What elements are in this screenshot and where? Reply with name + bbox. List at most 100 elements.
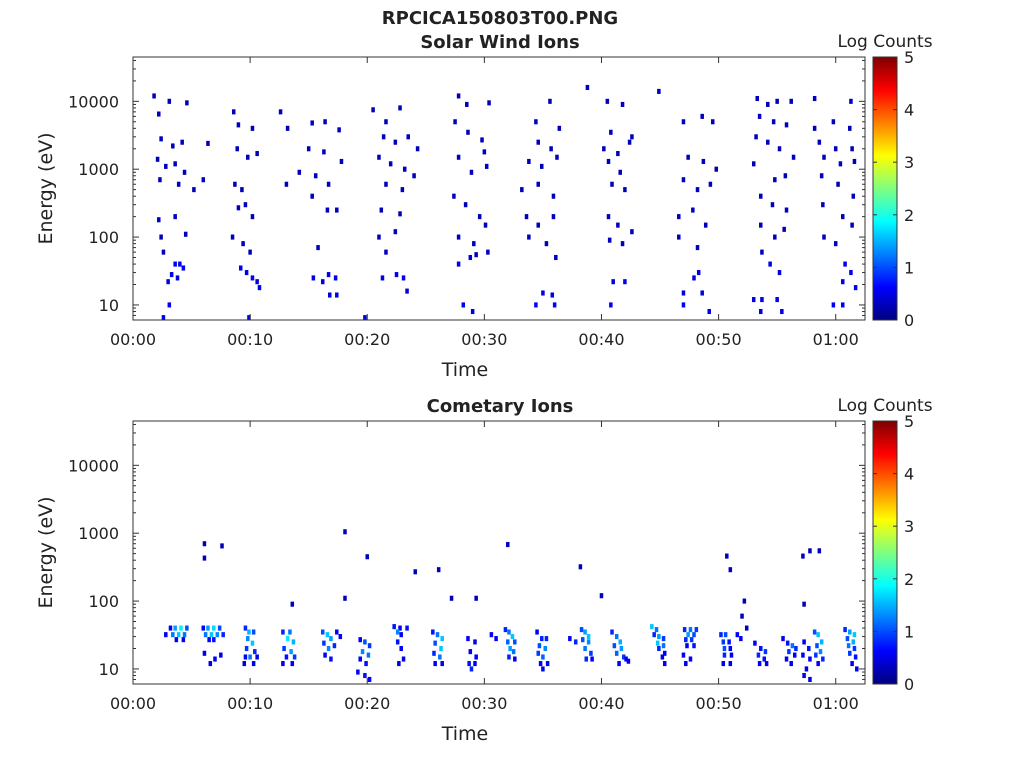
y-axis-label: Energy (eV) xyxy=(35,132,57,244)
spectrogram-cell xyxy=(586,639,591,645)
spectrogram-cell xyxy=(255,151,259,157)
spectrogram-cell xyxy=(255,654,259,660)
spectrogram-cell xyxy=(167,98,172,104)
spectrogram-cell xyxy=(609,129,613,135)
spectrogram-cell xyxy=(171,143,175,149)
spectrogram-cell xyxy=(838,161,843,167)
spectrogram-cell xyxy=(555,154,559,160)
spectrogram-cell xyxy=(618,639,622,645)
panel-title: Solar Wind Ions xyxy=(420,32,579,53)
plot-area xyxy=(133,57,865,320)
spectrogram-cell xyxy=(850,146,854,152)
spectrogram-cell xyxy=(520,187,524,193)
spectrogram-cell xyxy=(682,627,687,633)
spectrogram-cell xyxy=(480,137,484,143)
spectrogram-cell xyxy=(781,636,785,642)
spectrogram-cell xyxy=(814,652,818,658)
spectrogram-cell xyxy=(406,134,410,140)
spectrogram-cell xyxy=(840,302,845,308)
spectrogram-cell xyxy=(579,627,584,633)
spectrogram-cell xyxy=(220,543,224,549)
spectrogram-cell xyxy=(166,279,170,285)
spectrogram-cell xyxy=(401,275,406,281)
spectrogram-cell xyxy=(284,654,289,660)
spectrogram-cell xyxy=(833,146,838,152)
spectrogram-cell xyxy=(689,637,694,643)
spectrogram-cell xyxy=(723,632,728,638)
spectrogram-cell xyxy=(469,169,474,175)
spectrogram-cell xyxy=(173,261,177,267)
spectrogram-cell xyxy=(616,222,620,228)
spectrogram-cell xyxy=(212,637,216,643)
spectrogram-cell xyxy=(681,119,686,125)
spectrogram-cell xyxy=(708,181,713,187)
x-tick-label: 00:10 xyxy=(227,694,273,713)
spectrogram-cell xyxy=(818,649,823,655)
spectrogram-cell xyxy=(242,661,247,667)
spectrogram-cell xyxy=(727,639,731,645)
spectrogram-cell xyxy=(367,643,372,649)
spectrogram-cell xyxy=(539,636,544,642)
colorbar-scale xyxy=(872,420,898,685)
spectrogram-cell xyxy=(688,627,693,633)
y-tick-label: 1000 xyxy=(78,160,119,179)
x-tick-label: 00:50 xyxy=(696,694,742,713)
spectrogram-cell xyxy=(467,661,471,667)
spectrogram-cell xyxy=(171,632,175,638)
spectrogram-cell xyxy=(619,645,624,652)
spectrogram-cell xyxy=(474,252,478,258)
spectrogram-cell xyxy=(568,636,572,642)
spectrogram-cell xyxy=(175,275,180,281)
spectrogram-cell xyxy=(240,187,244,193)
spectrogram-cell xyxy=(527,158,531,165)
spectrogram-cell xyxy=(326,272,331,278)
spectrogram-cell xyxy=(624,656,628,662)
spectrogram-cell xyxy=(544,636,549,642)
y-axis-label: Energy (eV) xyxy=(35,496,57,608)
spectrogram-cell xyxy=(545,661,550,667)
spectrogram-cell xyxy=(728,661,733,667)
spectrogram-cell xyxy=(650,624,654,630)
x-tick-label: 01:00 xyxy=(813,694,859,713)
spectrogram-cell xyxy=(840,279,845,285)
spectrogram-cell xyxy=(329,636,333,642)
spectrogram-cell xyxy=(243,625,248,631)
spectrogram-cell xyxy=(343,529,347,535)
spectrogram-cell xyxy=(164,163,168,169)
spectrogram-cell xyxy=(661,636,666,642)
spectrogram-cell xyxy=(472,241,476,247)
plot-frame xyxy=(132,56,866,321)
spectrogram-cell xyxy=(548,98,552,104)
spectrogram-cell xyxy=(377,154,381,160)
spectrogram-cell xyxy=(700,290,704,296)
spectrogram-cell xyxy=(722,652,727,658)
spectrogram-cell xyxy=(323,119,327,125)
spectrogram-cell xyxy=(247,629,251,635)
y-tick-label: 1000 xyxy=(78,524,119,543)
spectrogram-cell xyxy=(290,601,295,607)
spectrogram-cell xyxy=(552,302,557,308)
spectrogram-cell xyxy=(316,245,320,251)
spectrogram-cell xyxy=(583,645,587,652)
spectrogram-cell xyxy=(176,632,181,638)
spectrogram-cell xyxy=(710,119,715,125)
spectrogram-cell xyxy=(363,672,367,679)
spectrogram-cell xyxy=(819,639,824,645)
spectrogram-cell xyxy=(770,202,775,208)
spectrogram-cell xyxy=(310,193,314,199)
spectrogram-cell xyxy=(332,643,337,649)
colorbar-tick-label: 0 xyxy=(904,675,914,694)
spectrogram-cell xyxy=(201,625,206,631)
spectrogram-cell xyxy=(203,632,208,638)
spectrogram-cell xyxy=(325,632,330,638)
spectrogram-cell xyxy=(511,649,516,655)
spectrogram-cell xyxy=(535,629,539,635)
plot-area xyxy=(133,421,865,684)
spectrogram-cell xyxy=(449,595,454,601)
spectrogram-cell xyxy=(584,656,589,662)
spectrogram-cell xyxy=(282,645,286,652)
spectrogram-cell xyxy=(801,553,805,559)
spectrogram-cell xyxy=(614,634,619,640)
spectrogram-cell xyxy=(335,207,339,213)
spectrogram-cell xyxy=(612,643,617,649)
